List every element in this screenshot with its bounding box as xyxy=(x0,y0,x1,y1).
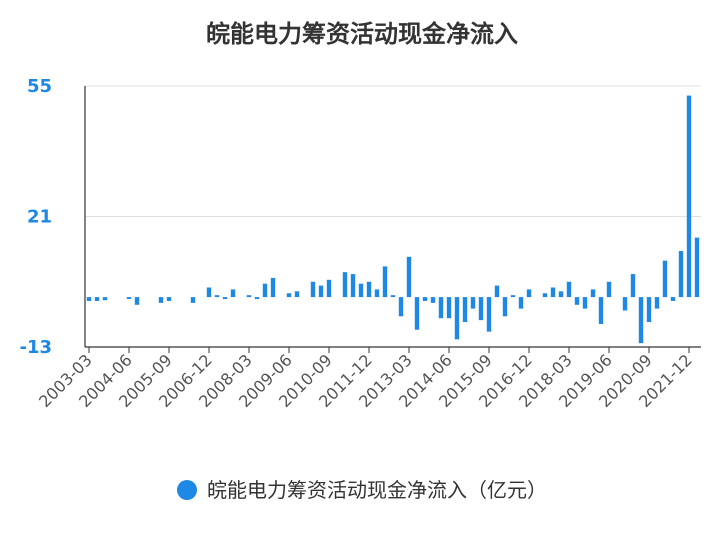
bar xyxy=(222,297,228,300)
bar xyxy=(422,297,428,301)
bar xyxy=(190,297,196,303)
bar xyxy=(414,297,420,330)
bar xyxy=(214,295,220,298)
bar xyxy=(406,256,412,298)
bar xyxy=(310,281,316,298)
bar xyxy=(558,291,564,298)
bar xyxy=(606,281,612,298)
bar xyxy=(374,289,380,298)
bar xyxy=(294,291,300,298)
bar xyxy=(94,297,100,301)
bar xyxy=(670,297,676,301)
bar xyxy=(326,279,332,298)
bar xyxy=(462,297,468,323)
bar xyxy=(502,297,508,317)
bar xyxy=(390,295,396,298)
bar xyxy=(262,283,268,298)
legend: 皖能电力筹资活动现金净流入（亿元） xyxy=(0,474,724,503)
bar xyxy=(518,297,524,309)
bar xyxy=(574,297,580,305)
bar xyxy=(358,283,364,298)
bar xyxy=(102,297,108,301)
bar xyxy=(318,285,324,298)
bar xyxy=(246,295,252,298)
bar xyxy=(158,297,164,303)
y-tick-label: -13 xyxy=(19,337,52,358)
bar xyxy=(134,297,140,305)
bar xyxy=(622,297,628,311)
bar xyxy=(286,293,292,298)
chart-title: 皖能电力筹资活动现金净流入 xyxy=(206,20,518,48)
bar xyxy=(598,297,604,324)
bar xyxy=(446,297,452,319)
bar xyxy=(86,297,92,301)
bar xyxy=(230,289,236,298)
bar xyxy=(686,95,692,298)
bar xyxy=(254,297,260,300)
bar xyxy=(166,297,172,301)
grid-layer xyxy=(85,85,701,348)
bar xyxy=(494,285,500,298)
bar xyxy=(366,281,372,298)
bar xyxy=(430,297,436,303)
bar xyxy=(590,289,596,298)
bar xyxy=(566,281,572,298)
bar xyxy=(526,289,532,298)
bar xyxy=(542,293,548,298)
bar xyxy=(630,274,636,298)
legend-label: 皖能电力筹资活动现金净流入（亿元） xyxy=(207,478,547,502)
bar xyxy=(662,260,668,298)
bar xyxy=(646,297,652,323)
bar xyxy=(638,297,644,344)
label-layer: -1321552003-032004-062005-092006-122008-… xyxy=(19,76,695,411)
bar xyxy=(678,251,684,298)
bar xyxy=(550,287,556,298)
y-tick-label: 55 xyxy=(27,76,52,97)
bar xyxy=(654,297,660,309)
legend-marker xyxy=(177,480,197,500)
bar xyxy=(126,297,132,300)
bar xyxy=(510,295,516,298)
bar xyxy=(398,297,404,317)
bar xyxy=(478,297,484,321)
bar xyxy=(270,277,276,298)
bar xyxy=(206,287,212,298)
bar xyxy=(582,297,588,309)
bar xyxy=(694,237,700,298)
bar xyxy=(350,274,356,298)
bar xyxy=(470,297,476,309)
bar xyxy=(486,297,492,332)
y-tick-label: 21 xyxy=(27,207,52,228)
axis-layer xyxy=(84,86,701,353)
bar xyxy=(454,297,460,340)
bar xyxy=(382,266,388,298)
bar xyxy=(438,297,444,319)
bars-layer xyxy=(86,95,700,344)
bar xyxy=(342,272,348,298)
